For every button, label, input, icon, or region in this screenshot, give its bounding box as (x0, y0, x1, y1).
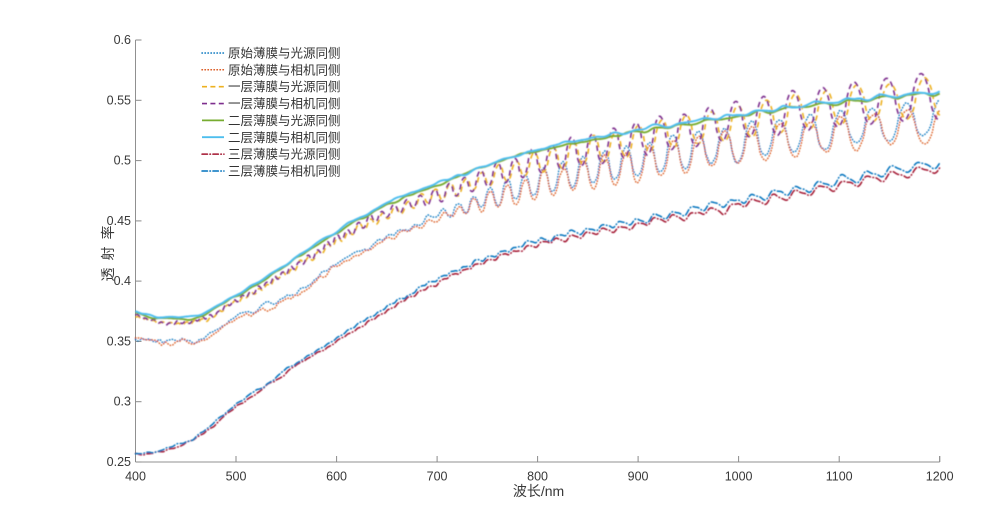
svg-text:透射率: 透射率 (100, 219, 116, 282)
svg-text:0.55: 0.55 (107, 93, 131, 107)
svg-text:0.5: 0.5 (114, 154, 131, 168)
svg-text:1100: 1100 (826, 470, 853, 484)
svg-text:二层薄膜与相机同侧: 二层薄膜与相机同侧 (228, 130, 341, 145)
svg-text:1200: 1200 (926, 470, 954, 484)
svg-text:0.25: 0.25 (107, 455, 131, 469)
svg-text:900: 900 (628, 470, 649, 484)
svg-text:三层薄膜与光源同侧: 三层薄膜与光源同侧 (228, 147, 341, 162)
svg-text:一层薄膜与相机同侧: 一层薄膜与相机同侧 (228, 96, 341, 111)
svg-text:500: 500 (226, 470, 247, 484)
svg-text:0.6: 0.6 (114, 33, 131, 47)
svg-text:0.45: 0.45 (107, 214, 131, 228)
svg-text:1000: 1000 (725, 470, 753, 484)
svg-text:三层薄膜与相机同侧: 三层薄膜与相机同侧 (228, 164, 341, 179)
svg-text:原始薄膜与相机同侧: 原始薄膜与相机同侧 (228, 62, 341, 77)
svg-text:0.4: 0.4 (114, 274, 131, 288)
svg-text:原始薄膜与光源同侧: 原始薄膜与光源同侧 (228, 46, 341, 61)
svg-text:0.35: 0.35 (107, 334, 131, 348)
svg-text:波长/nm: 波长/nm (513, 483, 564, 499)
svg-text:400: 400 (125, 470, 146, 484)
svg-text:600: 600 (326, 470, 347, 484)
svg-text:一层薄膜与光源同侧: 一层薄膜与光源同侧 (228, 79, 341, 94)
svg-text:0.3: 0.3 (114, 395, 131, 409)
svg-text:二层薄膜与光源同侧: 二层薄膜与光源同侧 (228, 113, 341, 128)
svg-text:800: 800 (527, 470, 548, 484)
svg-text:700: 700 (427, 470, 448, 484)
